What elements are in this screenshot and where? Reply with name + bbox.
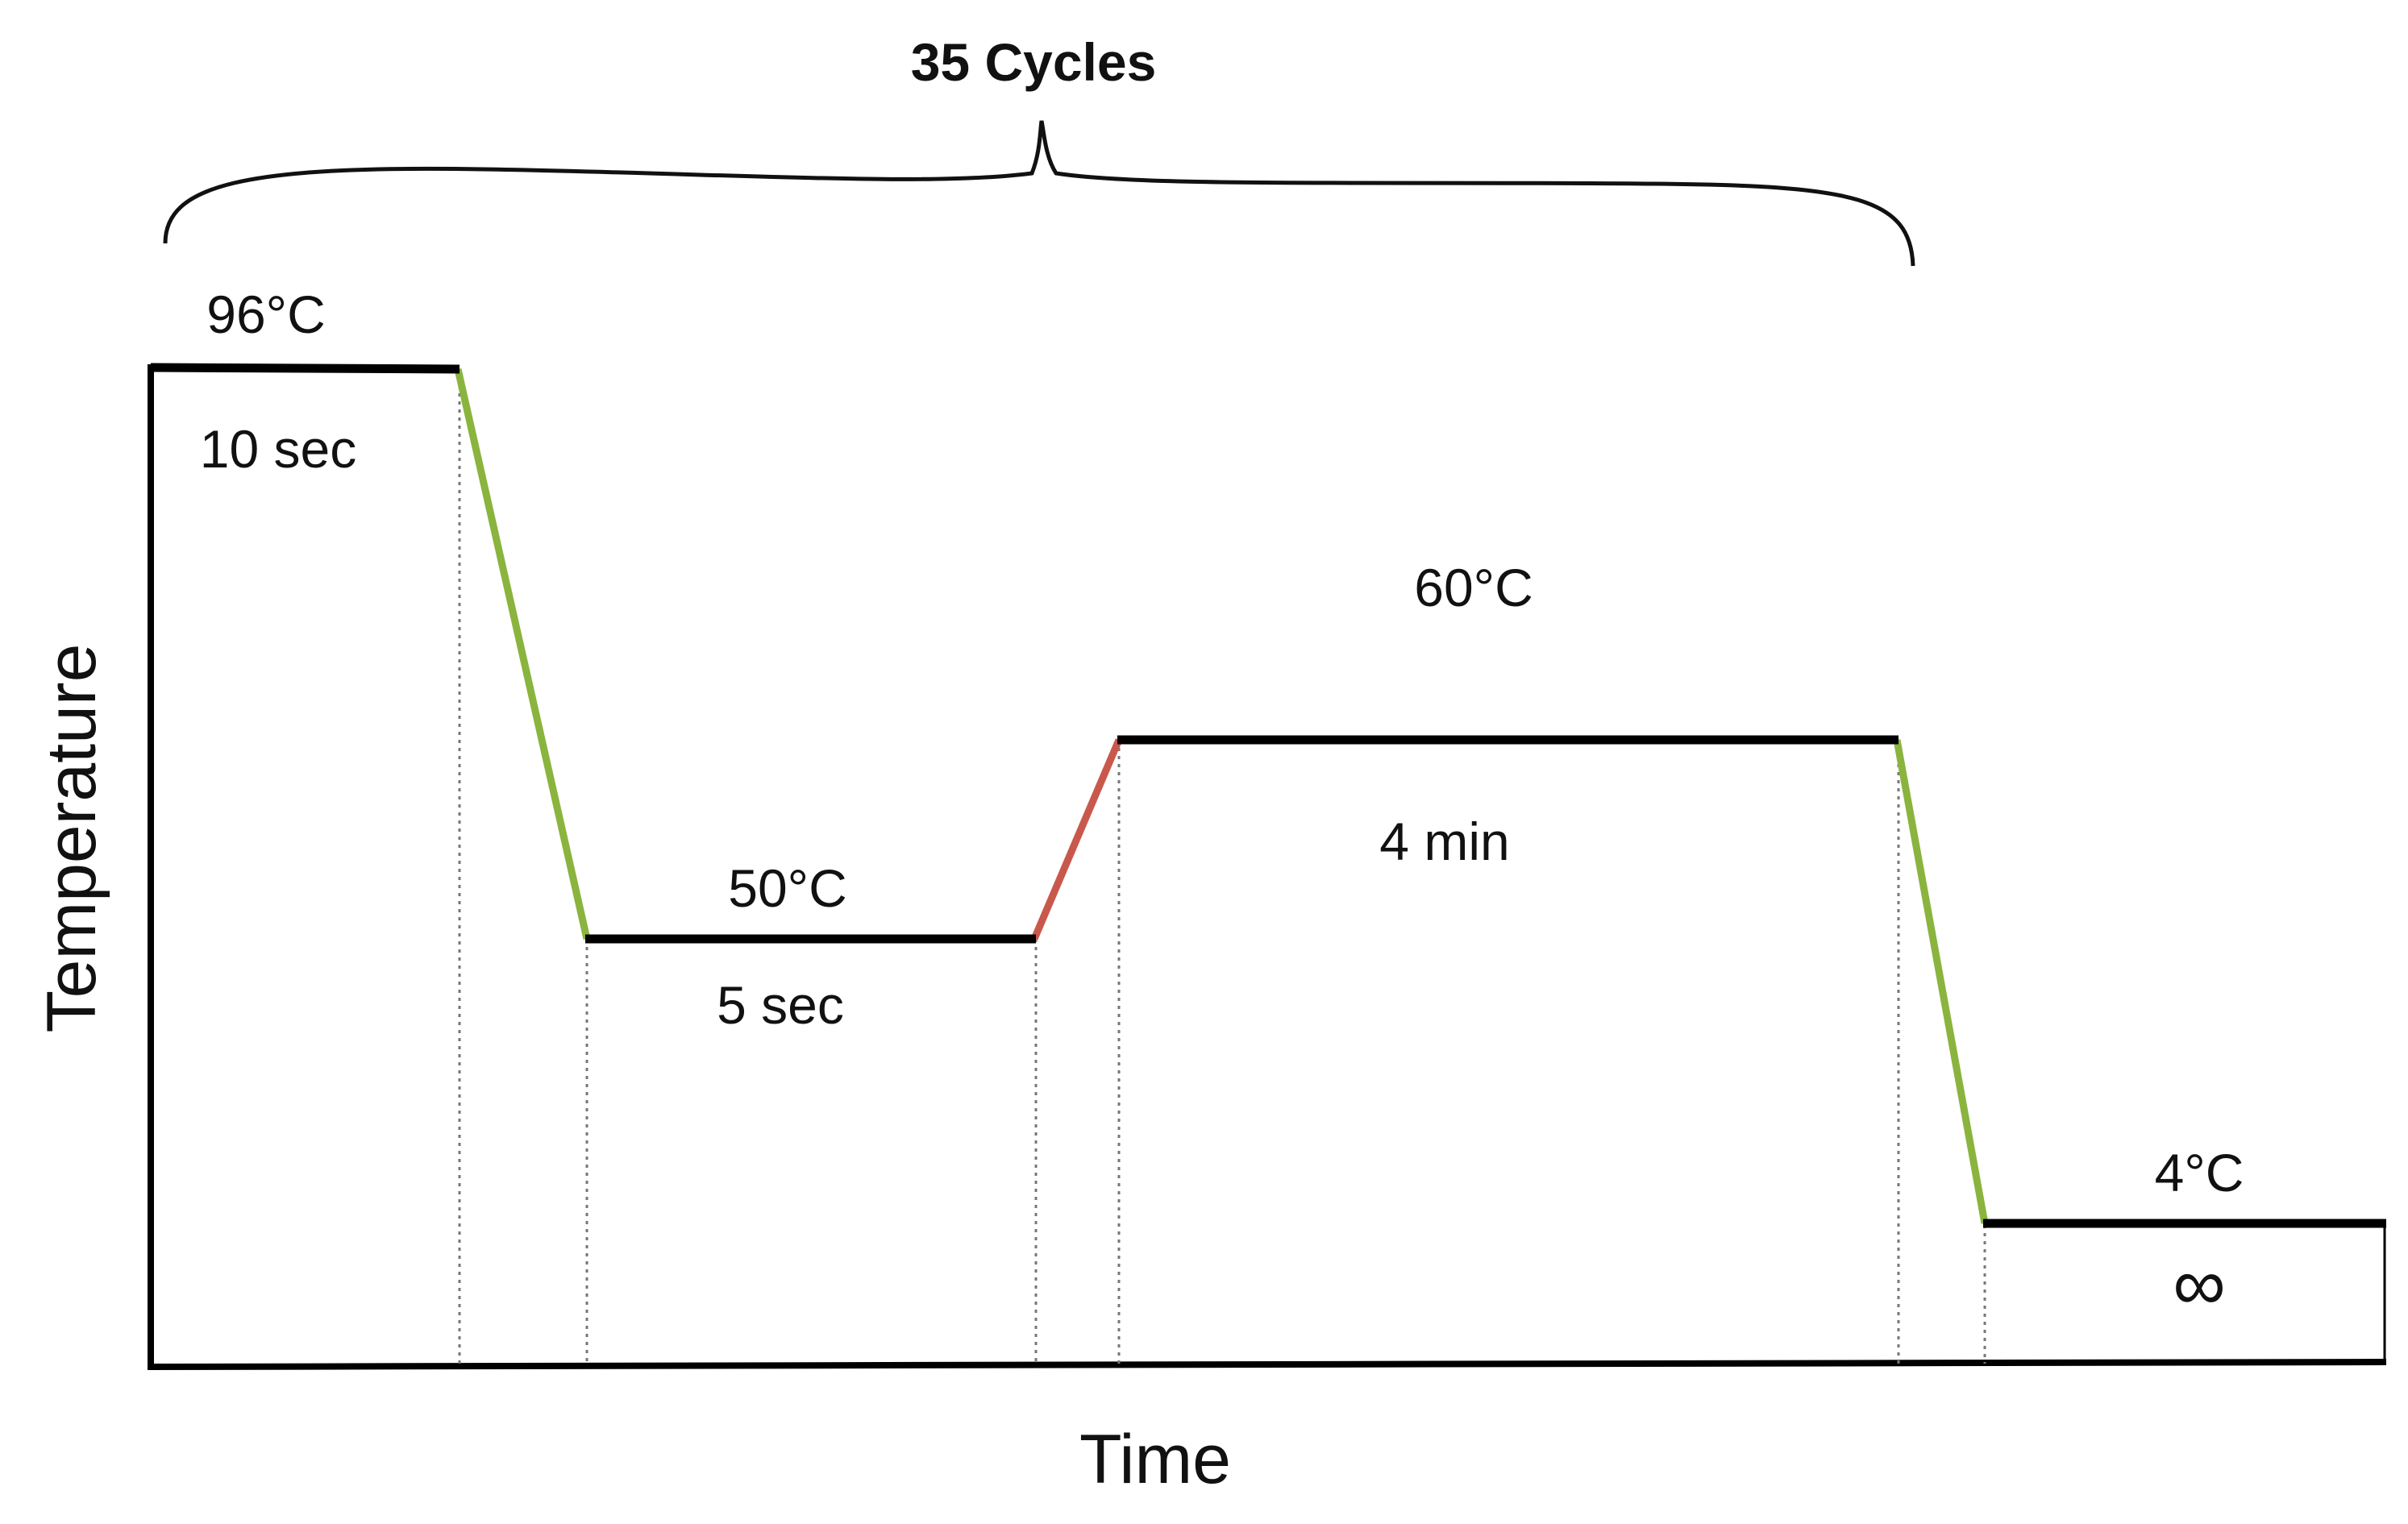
guide-lines xyxy=(458,369,1986,1364)
step-temperature: 4°C xyxy=(2155,1143,2244,1202)
ramp-down-1 xyxy=(454,368,591,940)
step-temperature: 96°C xyxy=(206,284,325,344)
step-temperature: 50°C xyxy=(728,858,846,918)
ramp-up-1 xyxy=(1030,738,1123,941)
cycles-bracket xyxy=(163,120,1915,267)
cycles-label: 35 Cycles xyxy=(911,32,1157,92)
step-duration: 4 min xyxy=(1379,812,1509,871)
step-duration: 10 sec xyxy=(200,419,356,479)
y-axis-label: Temperature xyxy=(33,644,110,1033)
x-axis-label: Time xyxy=(1079,1421,1231,1498)
step-duration: 5 sec xyxy=(717,975,844,1035)
hold-step-denaturation xyxy=(150,363,460,374)
step-duration: ∞ xyxy=(2173,1244,2226,1326)
ramp-down-2 xyxy=(1893,739,1989,1224)
step-temperature: 60°C xyxy=(1414,558,1533,617)
x-axis xyxy=(147,1359,2387,1370)
